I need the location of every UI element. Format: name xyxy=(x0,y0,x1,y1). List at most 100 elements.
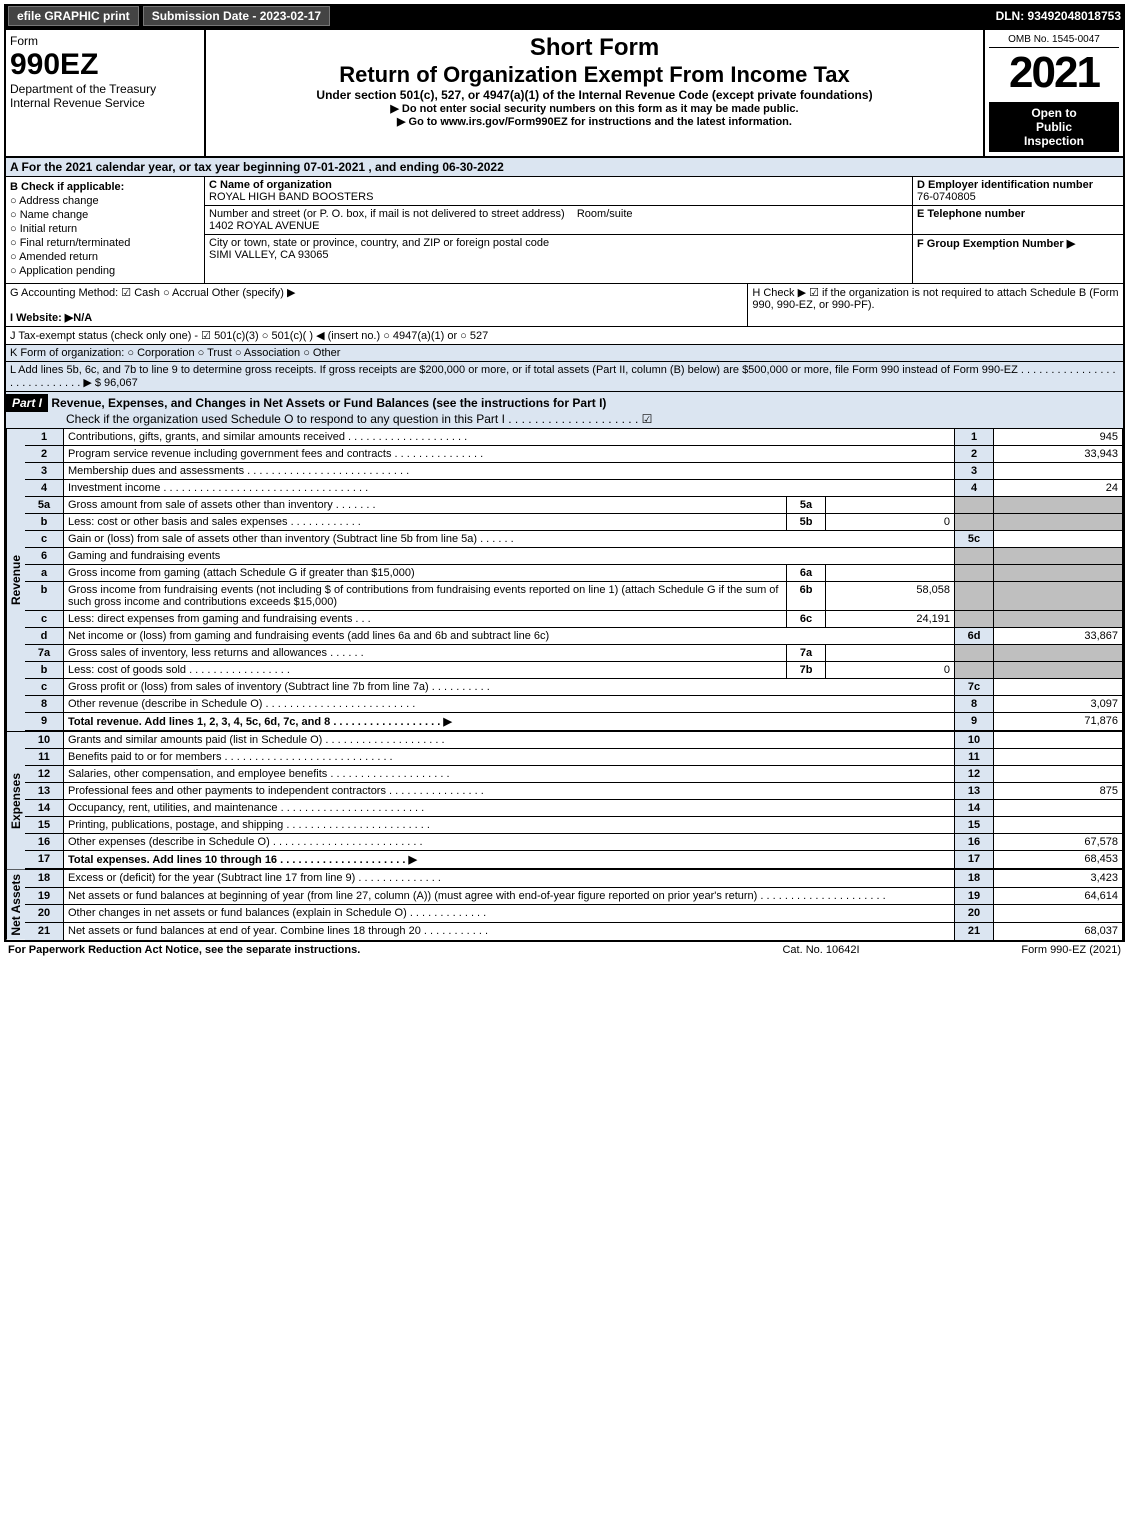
dln-label: DLN: 93492048018753 xyxy=(996,9,1121,23)
line-16-amt: 67,578 xyxy=(994,834,1123,851)
line-6-desc: Gaming and fundraising events xyxy=(64,548,955,565)
line-5b-desc: Less: cost or other basis and sales expe… xyxy=(68,516,288,528)
line-3-amt xyxy=(994,463,1123,480)
line-17: 17 Total expenses. Add lines 10 through … xyxy=(25,851,1123,869)
line-12-amt xyxy=(994,766,1123,783)
accounting-method: G Accounting Method: ☑ Cash ○ Accrual Ot… xyxy=(10,286,743,299)
line-4-ln: 4 xyxy=(955,480,994,497)
line-5c: c Gain or (loss) from sale of assets oth… xyxy=(25,531,1123,548)
line-18: 18 Excess or (deficit) for the year (Sub… xyxy=(25,870,1123,887)
line-4-num: 4 xyxy=(25,480,64,497)
line-17-desc: Total expenses. Add lines 10 through 16 … xyxy=(68,854,417,866)
line-1-desc: Contributions, gifts, grants, and simila… xyxy=(68,431,345,443)
line-5b-num: b xyxy=(25,514,64,531)
name-column: C Name of organization ROYAL HIGH BAND B… xyxy=(205,177,912,283)
line-6b-desc: Gross income from fundraising events (no… xyxy=(64,582,787,611)
line-3-ln: 3 xyxy=(955,463,994,480)
line-6-ln-shaded xyxy=(955,548,994,565)
line-7b-sub: 7b xyxy=(787,662,826,679)
line-7c-desc: Gross profit or (loss) from sales of inv… xyxy=(68,681,429,693)
line-7b-amt-shaded xyxy=(994,662,1123,679)
street-label: Number and street (or P. O. box, if mail… xyxy=(209,208,565,220)
line-7c-ln: 7c xyxy=(955,679,994,696)
city-value: SIMI VALLEY, CA 93065 xyxy=(209,249,328,261)
city-label: City or town, state or province, country… xyxy=(209,237,549,249)
row-l-gross-receipts: L Add lines 5b, 6c, and 7b to line 9 to … xyxy=(6,362,1123,392)
line-16-desc: Other expenses (describe in Schedule O) xyxy=(68,836,270,848)
line-6a: a Gross income from gaming (attach Sched… xyxy=(25,565,1123,582)
line-4-amt: 24 xyxy=(994,480,1123,497)
chk-address-change[interactable]: ○ Address change xyxy=(10,195,200,207)
efile-print-button[interactable]: efile GRAPHIC print xyxy=(8,6,139,26)
line-6c-desc: Less: direct expenses from gaming and fu… xyxy=(68,613,352,625)
line-5a-amt-shaded xyxy=(994,497,1123,514)
footer-right: Form 990-EZ (2021) xyxy=(921,944,1121,956)
line-12-desc: Salaries, other compensation, and employ… xyxy=(68,768,327,780)
line-7a-desc: Gross sales of inventory, less returns a… xyxy=(68,647,327,659)
part-1-header-row: Part I Revenue, Expenses, and Changes in… xyxy=(6,392,1123,429)
line-10-desc: Grants and similar amounts paid (list in… xyxy=(68,734,322,746)
line-19-ln: 19 xyxy=(955,887,994,905)
line-21: 21 Net assets or fund balances at end of… xyxy=(25,922,1123,939)
line-6c-num: c xyxy=(25,611,64,628)
group-label: F Group Exemption Number ▶ xyxy=(917,238,1075,250)
line-15: 15 Printing, publications, postage, and … xyxy=(25,817,1123,834)
line-4-desc: Investment income xyxy=(68,482,160,494)
line-10-amt xyxy=(994,732,1123,749)
submission-date-button[interactable]: Submission Date - 2023-02-17 xyxy=(143,6,330,26)
line-15-num: 15 xyxy=(25,817,64,834)
street-value: 1402 ROYAL AVENUE xyxy=(209,220,319,232)
chk-final-return[interactable]: ○ Final return/terminated xyxy=(10,237,200,249)
line-6c-sub: 6c xyxy=(787,611,826,628)
line-5a-num: 5a xyxy=(25,497,64,514)
line-21-desc: Net assets or fund balances at end of ye… xyxy=(68,925,421,937)
line-17-amt: 68,453 xyxy=(994,851,1123,869)
line-2-desc: Program service revenue including govern… xyxy=(68,448,391,460)
line-14: 14 Occupancy, rent, utilities, and maint… xyxy=(25,800,1123,817)
line-11-amt xyxy=(994,749,1123,766)
line-10-num: 10 xyxy=(25,732,64,749)
line-18-ln: 18 xyxy=(955,870,994,887)
line-2-amt: 33,943 xyxy=(994,446,1123,463)
line-6d-desc: Net income or (loss) from gaming and fun… xyxy=(64,628,955,645)
line-5c-num: c xyxy=(25,531,64,548)
line-21-ln: 21 xyxy=(955,922,994,939)
chk-name-change[interactable]: ○ Name change xyxy=(10,209,200,221)
part-1-subtitle: Check if the organization used Schedule … xyxy=(66,412,652,426)
line-6b: b Gross income from fundraising events (… xyxy=(25,582,1123,611)
line-5b-amt-shaded xyxy=(994,514,1123,531)
line-5b-sub: 5b xyxy=(787,514,826,531)
line-20-desc: Other changes in net assets or fund bala… xyxy=(68,907,407,919)
line-6a-num: a xyxy=(25,565,64,582)
irs-label: Internal Revenue Service xyxy=(10,96,200,110)
expenses-section: Expenses 10 Grants and similar amounts p… xyxy=(6,732,1123,870)
line-11-desc: Benefits paid to or for members xyxy=(68,751,221,763)
row-k-form-org: K Form of organization: ○ Corporation ○ … xyxy=(6,345,1123,362)
line-18-amt: 3,423 xyxy=(994,870,1123,887)
expenses-table: 10 Grants and similar amounts paid (list… xyxy=(25,732,1123,869)
line-6b-ln-shaded xyxy=(955,582,994,611)
line-2: 2 Program service revenue including gove… xyxy=(25,446,1123,463)
line-1-num: 1 xyxy=(25,429,64,446)
row-i-website: I Website: ▶N/A xyxy=(10,312,92,324)
line-1-amt: 945 xyxy=(994,429,1123,446)
notice-link[interactable]: ▶ Go to www.irs.gov/Form990EZ for instru… xyxy=(210,115,979,128)
line-8-desc: Other revenue (describe in Schedule O) xyxy=(68,698,262,710)
line-11-num: 11 xyxy=(25,749,64,766)
chk-initial-return[interactable]: ○ Initial return xyxy=(10,223,200,235)
form-container: Form 990EZ Department of the Treasury In… xyxy=(4,28,1125,942)
chk-amended-return[interactable]: ○ Amended return xyxy=(10,251,200,263)
line-6c-amt-shaded xyxy=(994,611,1123,628)
line-7b-ln-shaded xyxy=(955,662,994,679)
line-8-amt: 3,097 xyxy=(994,696,1123,713)
footer: For Paperwork Reduction Act Notice, see … xyxy=(4,942,1125,958)
org-name-cell: C Name of organization ROYAL HIGH BAND B… xyxy=(205,177,912,206)
line-5b-subamt: 0 xyxy=(826,514,955,531)
line-9: 9 Total revenue. Add lines 1, 2, 3, 4, 5… xyxy=(25,713,1123,731)
identity-section: B Check if applicable: ○ Address change … xyxy=(6,177,1123,284)
line-7a-num: 7a xyxy=(25,645,64,662)
chk-application-pending[interactable]: ○ Application pending xyxy=(10,265,200,277)
line-12-ln: 12 xyxy=(955,766,994,783)
line-19-amt: 64,614 xyxy=(994,887,1123,905)
line-8-ln: 8 xyxy=(955,696,994,713)
